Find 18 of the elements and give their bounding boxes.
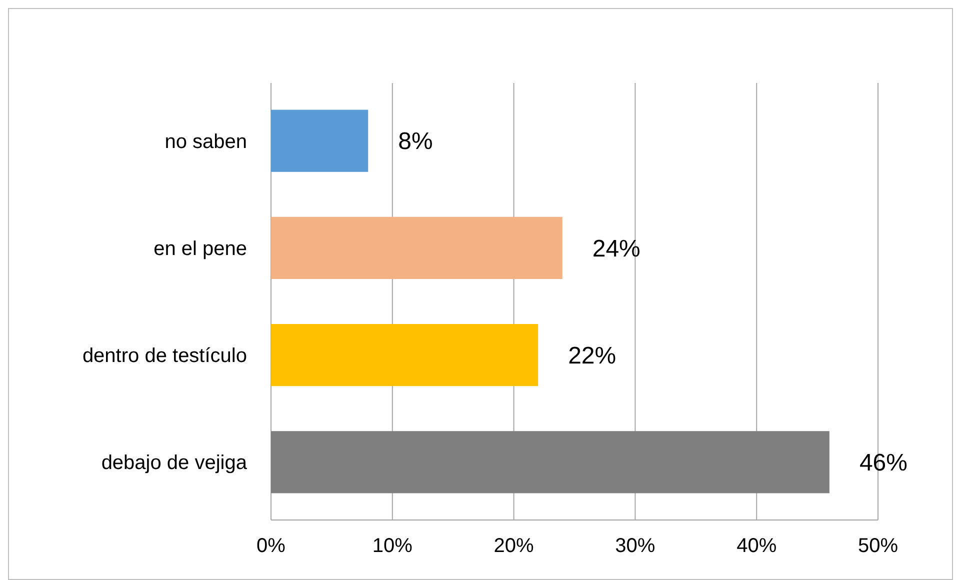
data-label: 22% [568, 342, 616, 370]
data-label: 24% [592, 235, 640, 262]
y-tick-label: dentro de testículo [82, 345, 247, 368]
y-tick-label: no saben [164, 130, 247, 153]
data-label: 46% [859, 450, 908, 477]
x-tick-label: 10% [372, 535, 413, 557]
x-tick-label: 20% [494, 535, 534, 557]
data-label: 8% [398, 128, 433, 156]
x-tick-label: 40% [736, 535, 777, 557]
bar [271, 216, 562, 280]
x-tick-label: 50% [858, 535, 898, 557]
bar [271, 324, 538, 386]
x-tick-label: 0% [256, 535, 286, 557]
y-tick-label: debajo de vejiga [101, 452, 248, 474]
y-tick-label: en el pene [154, 238, 247, 260]
bar [271, 110, 368, 172]
bar [271, 431, 830, 494]
x-tick-label: 30% [615, 535, 656, 557]
